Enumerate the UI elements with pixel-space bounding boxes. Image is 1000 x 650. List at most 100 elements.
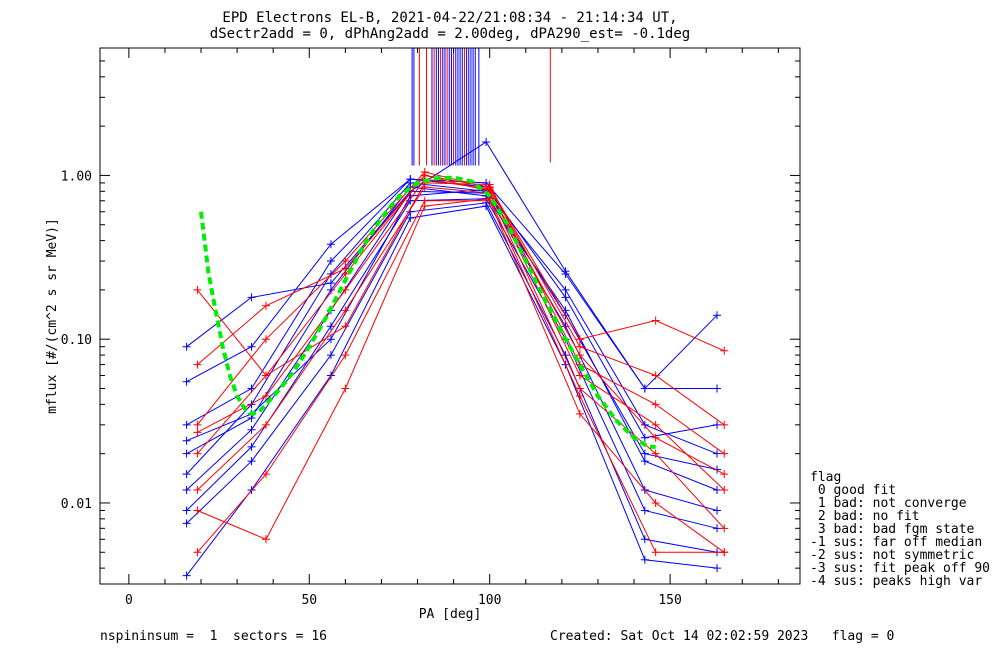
- data-point: [193, 485, 202, 494]
- chart-title: EPD Electrons EL-B, 2021-04-22/21:08:34 …: [222, 10, 677, 26]
- data-point: [640, 457, 649, 466]
- series-line: [197, 174, 725, 475]
- legend-entry: -4 sus: peaks high var: [810, 574, 982, 589]
- data-point: [341, 351, 350, 360]
- data-point: [713, 420, 722, 429]
- data-point: [261, 420, 270, 429]
- data-point: [247, 425, 256, 434]
- data-point: [575, 342, 584, 351]
- x-tick-label: 50: [301, 593, 317, 608]
- data-point: [713, 311, 722, 320]
- data-point: [720, 548, 729, 557]
- data-point: [482, 202, 491, 211]
- data-point: [420, 167, 429, 176]
- data-point: [193, 548, 202, 557]
- data-point: [182, 506, 191, 515]
- data-point: [193, 428, 202, 437]
- chart-subtitle: dSectr2add = 0, dPhAng2add = 2.00deg, dP…: [210, 26, 690, 42]
- legend: flag 0 good fit 1 bad: not converge 2 ba…: [810, 470, 990, 589]
- data-point: [720, 449, 729, 458]
- series-line: [197, 174, 725, 365]
- data-point: [261, 301, 270, 310]
- data-point: [261, 470, 270, 479]
- data-point: [182, 377, 191, 386]
- data-point: [247, 342, 256, 351]
- data-point: [182, 342, 191, 351]
- legend-entry: 0 good fit: [810, 483, 896, 498]
- data-point: [575, 351, 584, 360]
- data-point: [341, 285, 350, 294]
- legend-title: flag: [810, 470, 841, 485]
- plot-area: [182, 48, 729, 580]
- data-point: [326, 257, 335, 266]
- data-point: [720, 485, 729, 494]
- data-point: [651, 433, 660, 442]
- data-point: [182, 519, 191, 528]
- x-tick-label: 100: [478, 593, 501, 608]
- data-point: [713, 524, 722, 533]
- legend-entry: 1 bad: not converge: [810, 496, 967, 511]
- data-point: [640, 506, 649, 515]
- data-point: [193, 449, 202, 458]
- data-point: [193, 506, 202, 515]
- data-point: [640, 433, 649, 442]
- data-point: [640, 555, 649, 564]
- fit-curve: [199, 175, 656, 449]
- series-line: [186, 202, 718, 553]
- data-point: [713, 465, 722, 474]
- legend-entry: 3 bad: bad fgm state: [810, 522, 975, 537]
- data-point: [651, 316, 660, 325]
- data-point: [651, 371, 660, 380]
- legend-entry: -2 sus: not symmetric: [810, 548, 974, 563]
- series-line: [186, 198, 718, 529]
- data-point: [406, 213, 415, 222]
- data-point: [326, 335, 335, 344]
- data-point: [341, 384, 350, 393]
- series-line: [186, 182, 718, 475]
- footer-created-info: Created: Sat Oct 14 02:02:59 2023 flag =…: [550, 629, 894, 644]
- data-point: [651, 449, 660, 458]
- y-tick-label: 0.10: [61, 333, 92, 348]
- data-point: [247, 442, 256, 451]
- data-point: [651, 420, 660, 429]
- data-point: [193, 420, 202, 429]
- axes: 0 50 100 150 0.01 0.10 1.00: [61, 47, 800, 608]
- legend-entry: -1 sus: far off median: [810, 535, 982, 550]
- data-point: [326, 240, 335, 249]
- data-point: [575, 335, 584, 344]
- data-point: [261, 391, 270, 400]
- data-point: [575, 371, 584, 380]
- data-point: [713, 506, 722, 515]
- data-point: [651, 400, 660, 409]
- legend-entry: -3 sus: fit peak off 90: [810, 561, 990, 576]
- data-point: [561, 285, 570, 294]
- data-point: [575, 409, 584, 418]
- legend-entry: 2 bad: no fit: [810, 509, 920, 524]
- data-point: [640, 420, 649, 429]
- data-point: [182, 485, 191, 494]
- data-point: [193, 360, 202, 369]
- data-point: [485, 183, 494, 192]
- series-line: [186, 205, 718, 576]
- series-line: [197, 178, 725, 491]
- data-point: [326, 322, 335, 331]
- data-point: [720, 524, 729, 533]
- data-point: [326, 351, 335, 360]
- data-point: [640, 384, 649, 393]
- data-point: [713, 384, 722, 393]
- series-line: [197, 198, 725, 553]
- series-line: [186, 141, 718, 390]
- data-point: [651, 498, 660, 507]
- data-point: [713, 449, 722, 458]
- footer-sectors-info: nspininsum = 1 sectors = 16: [100, 629, 327, 644]
- series-line: [186, 188, 718, 470]
- data-point: [640, 449, 649, 458]
- data-point: [182, 420, 191, 429]
- data-point: [482, 138, 491, 147]
- data-point: [193, 285, 202, 294]
- data-point: [575, 384, 584, 393]
- x-tick-label: 150: [658, 593, 681, 608]
- data-point: [247, 400, 256, 409]
- data-point: [182, 470, 191, 479]
